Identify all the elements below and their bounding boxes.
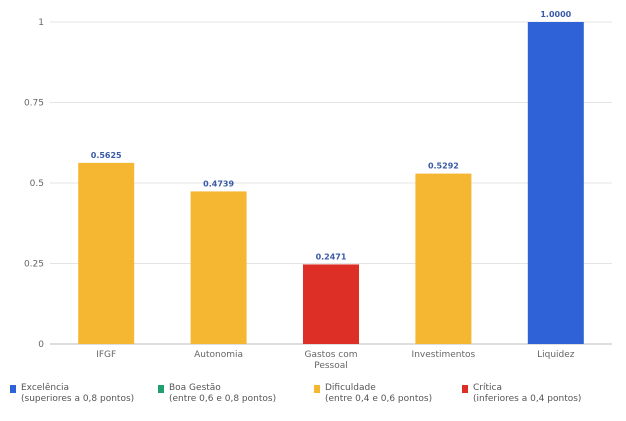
bar-chart: 0 0.25 0.5 0.75 1 0.5625 IFGF 0.4739 Autonomia 0.… <box>24 10 612 371</box>
y-tick-label: 0.5 <box>30 179 44 189</box>
data-label: 0.2471 <box>316 252 347 261</box>
x-tick-label: Gastos com Pessoal <box>305 350 358 371</box>
x-tick-label: Liquidez <box>537 350 575 360</box>
legend-swatch-critica <box>462 385 468 393</box>
bar <box>303 264 359 344</box>
x-tick-label: IFGF <box>96 350 116 360</box>
legend-item-excelencia: Excelência (superiores a 0,8 pontos) <box>10 383 134 405</box>
y-tick-label: 0 <box>38 340 44 350</box>
legend-label-dificuldade: Dificuldade <box>325 383 376 393</box>
bar <box>190 191 247 344</box>
legend: Excelência (superiores a 0,8 pontos) Boa… <box>0 383 626 421</box>
x-tick-label: Investimentos <box>412 350 476 360</box>
legend-label-critica: Crítica <box>473 383 502 393</box>
bar <box>78 162 135 344</box>
y-tick-label: 1 <box>38 18 44 28</box>
legend-range-dificuldade: (entre 0,4 e 0,6 pontos) <box>325 394 433 404</box>
legend-item-boa-gestao: Boa Gestão (entre 0,6 e 0,8 pontos) <box>158 383 276 405</box>
legend-swatch-dificuldade <box>314 385 320 393</box>
y-tick-label: 0.25 <box>24 260 44 270</box>
legend-swatch-boa-gestao <box>158 385 164 393</box>
legend-item-critica: Crítica (inferiores a 0,4 pontos) <box>462 383 582 405</box>
legend-label-excelencia: Excelência <box>21 383 70 393</box>
legend-item-dificuldade: Dificuldade (entre 0,4 e 0,6 pontos) <box>314 383 432 405</box>
data-label: 1.0000 <box>540 10 571 19</box>
legend-label-boa-gestao: Boa Gestão <box>169 383 221 393</box>
legend-range-boa-gestao: (entre 0,6 e 0,8 pontos) <box>169 394 277 404</box>
legend-swatch-excelencia <box>10 385 16 393</box>
data-label: 0.5292 <box>428 162 459 171</box>
legend-range-critica: (inferiores a 0,4 pontos) <box>473 394 582 404</box>
bar <box>415 173 472 344</box>
data-label: 0.4739 <box>203 179 234 188</box>
x-tick-label: Autonomia <box>194 350 243 360</box>
y-tick-label: 0.75 <box>24 99 44 109</box>
data-label: 0.5625 <box>91 151 122 160</box>
bar <box>527 22 584 344</box>
legend-range-excelencia: (superiores a 0,8 pontos) <box>21 394 135 404</box>
